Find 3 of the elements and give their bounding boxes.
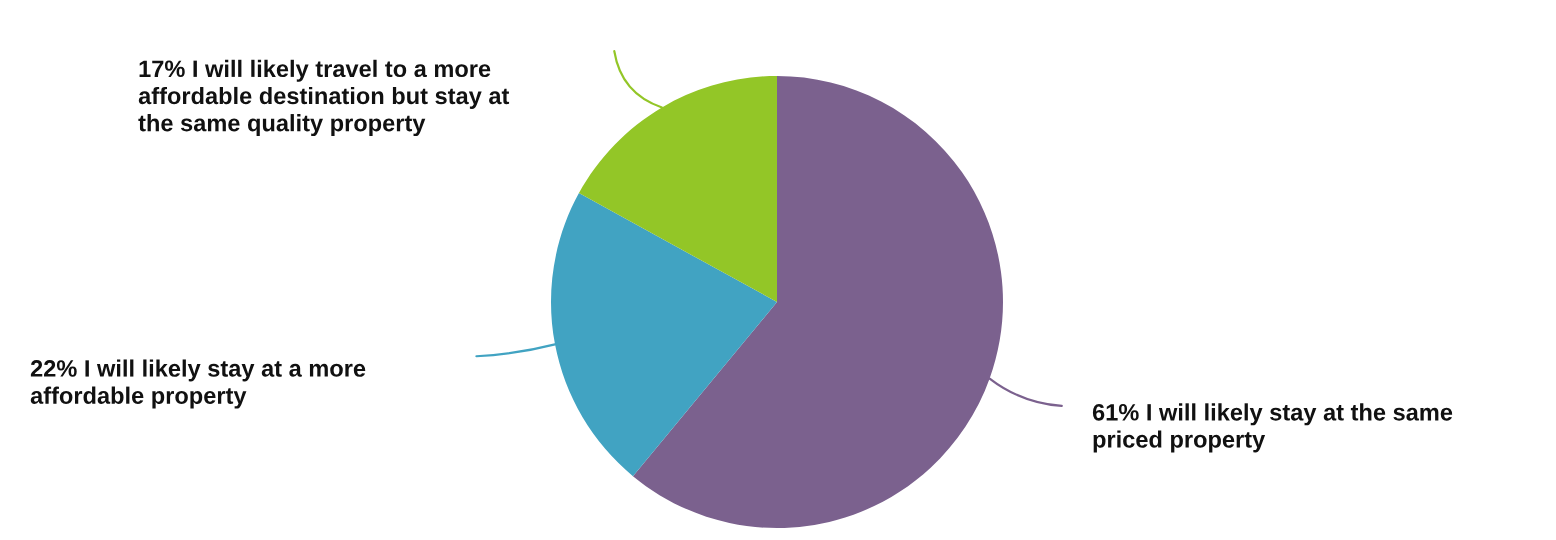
slice-label: 61% I will likely stay at the same priced property [1092, 403, 1453, 453]
slice-label: 17% I will likely travel to a more affordable destination but stay at the same quality property [138, 59, 510, 137]
slice-label: 22% I will likely stay at a more affordable property [30, 359, 366, 409]
